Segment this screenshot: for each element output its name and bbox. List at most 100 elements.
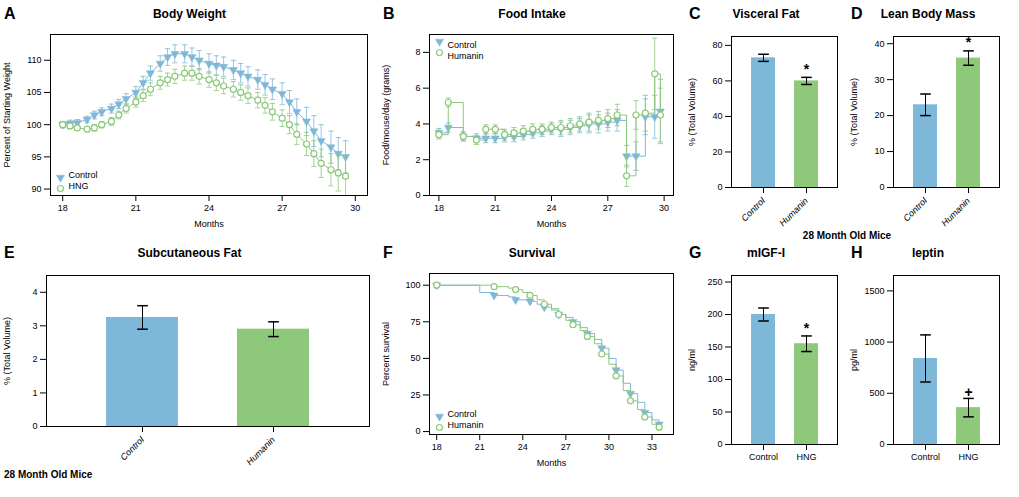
svg-text:24: 24 xyxy=(518,442,528,452)
html-text:Survival: Survival xyxy=(508,246,556,260)
svg-text:Control: Control xyxy=(901,195,929,223)
svg-text:HNG: HNG xyxy=(797,452,817,462)
html-text:B: B xyxy=(383,5,395,22)
html-text:Body Weight: Body Weight xyxy=(152,7,226,21)
svg-text:105: 105 xyxy=(26,87,41,97)
svg-text:50: 50 xyxy=(410,353,420,363)
svg-text:Control: Control xyxy=(911,452,940,462)
html-text:C: C xyxy=(689,5,701,22)
svg-text:Percent survival: Percent survival xyxy=(381,322,391,386)
svg-text:Food/mouse/day (grams): Food/mouse/day (grams) xyxy=(381,65,391,166)
svg-text:100: 100 xyxy=(405,280,420,290)
svg-text:24: 24 xyxy=(546,203,556,213)
svg-text:Control: Control xyxy=(69,170,98,180)
html-text:A: A xyxy=(4,5,16,22)
svg-text:*: * xyxy=(804,320,810,336)
svg-text:2: 2 xyxy=(32,354,37,364)
svg-text:Months: Months xyxy=(537,219,567,229)
svg-text:HNG: HNG xyxy=(69,181,89,191)
html-text:Visceral Fat: Visceral Fat xyxy=(732,7,800,21)
html-text:Lean Body Mass: Lean Body Mass xyxy=(880,7,976,21)
svg-text:Humanin: Humanin xyxy=(244,435,277,468)
svg-text:Humanin: Humanin xyxy=(448,420,484,430)
svg-text:Humanin: Humanin xyxy=(939,196,972,229)
svg-text:30: 30 xyxy=(604,442,614,452)
svg-text:0: 0 xyxy=(717,182,722,192)
svg-text:HNG: HNG xyxy=(959,452,979,462)
svg-text:250: 250 xyxy=(707,277,722,287)
svg-text:200: 200 xyxy=(707,309,722,319)
svg-text:0: 0 xyxy=(415,426,420,436)
svg-text:1: 1 xyxy=(32,388,37,398)
svg-text:18: 18 xyxy=(432,442,442,452)
svg-text:21: 21 xyxy=(490,203,500,213)
svg-text:pg/ml: pg/ml xyxy=(849,349,859,371)
svg-text:30: 30 xyxy=(874,75,884,85)
svg-text:Control: Control xyxy=(118,434,146,462)
svg-text:27: 27 xyxy=(561,442,571,452)
svg-text:95: 95 xyxy=(31,152,41,162)
svg-text:0: 0 xyxy=(717,439,722,449)
svg-text:24: 24 xyxy=(204,203,214,213)
svg-text:4: 4 xyxy=(415,119,420,129)
svg-text:500: 500 xyxy=(869,388,884,398)
svg-text:0: 0 xyxy=(879,439,884,449)
svg-text:Months: Months xyxy=(194,219,224,229)
svg-text:30: 30 xyxy=(350,203,360,213)
svg-text:25: 25 xyxy=(410,390,420,400)
svg-text:80: 80 xyxy=(712,40,722,50)
svg-text:60: 60 xyxy=(712,76,722,86)
svg-text:20: 20 xyxy=(712,147,722,157)
html-text:leptin: leptin xyxy=(912,246,944,260)
svg-text:% (Total Volume): % (Total Volume) xyxy=(849,78,859,146)
svg-text:20: 20 xyxy=(874,110,884,120)
svg-text:110: 110 xyxy=(27,55,41,65)
svg-text:21: 21 xyxy=(131,203,141,213)
svg-text:100: 100 xyxy=(707,374,722,384)
svg-text:27: 27 xyxy=(277,203,287,213)
svg-text:0: 0 xyxy=(32,421,37,431)
svg-text:100: 100 xyxy=(26,120,41,130)
svg-text:Control: Control xyxy=(448,40,477,50)
html-text:mIGF-I: mIGF-I xyxy=(747,246,785,260)
html-text:D: D xyxy=(851,5,863,22)
svg-text:40: 40 xyxy=(712,111,722,121)
html-text:H: H xyxy=(851,244,863,261)
svg-text:18: 18 xyxy=(58,203,68,213)
svg-text:Humanin: Humanin xyxy=(448,51,484,61)
svg-text:+: + xyxy=(964,384,972,400)
svg-text:Control: Control xyxy=(739,195,767,223)
svg-text:33: 33 xyxy=(647,442,657,452)
html-text:Food Intake: Food Intake xyxy=(498,7,566,21)
svg-text:ng/ml: ng/ml xyxy=(687,349,697,371)
svg-text:75: 75 xyxy=(410,317,420,327)
svg-text:Control: Control xyxy=(448,409,477,419)
svg-text:18: 18 xyxy=(434,203,444,213)
svg-text:Control: Control xyxy=(749,452,778,462)
svg-text:10: 10 xyxy=(874,146,884,156)
svg-text:Percent of Starting Weight: Percent of Starting Weight xyxy=(2,62,12,167)
html-text:Subcutaneous Fat: Subcutaneous Fat xyxy=(137,246,242,260)
svg-text:4: 4 xyxy=(32,287,37,297)
svg-text:0: 0 xyxy=(879,182,884,192)
svg-text:150: 150 xyxy=(707,342,722,352)
svg-text:% (Total Volume): % (Total Volume) xyxy=(2,317,12,385)
svg-text:40: 40 xyxy=(874,39,884,49)
svg-text:Humanin: Humanin xyxy=(777,196,810,229)
svg-text:21: 21 xyxy=(475,442,485,452)
svg-text:8: 8 xyxy=(415,47,420,57)
svg-text:0: 0 xyxy=(415,190,420,200)
html-text:G: G xyxy=(689,244,702,261)
svg-text:1000: 1000 xyxy=(864,337,884,347)
svg-text:3: 3 xyxy=(32,321,37,331)
svg-text:50: 50 xyxy=(712,407,722,417)
svg-text:30: 30 xyxy=(659,203,669,213)
svg-text:6: 6 xyxy=(415,83,420,93)
svg-text:Months: Months xyxy=(537,458,567,468)
svg-text:% (Total Volume): % (Total Volume) xyxy=(687,78,697,146)
svg-text:1500: 1500 xyxy=(864,286,884,296)
svg-text:2: 2 xyxy=(415,155,420,165)
svg-text:*: * xyxy=(804,61,810,77)
svg-text:27: 27 xyxy=(603,203,613,213)
svg-text:90: 90 xyxy=(31,184,41,194)
